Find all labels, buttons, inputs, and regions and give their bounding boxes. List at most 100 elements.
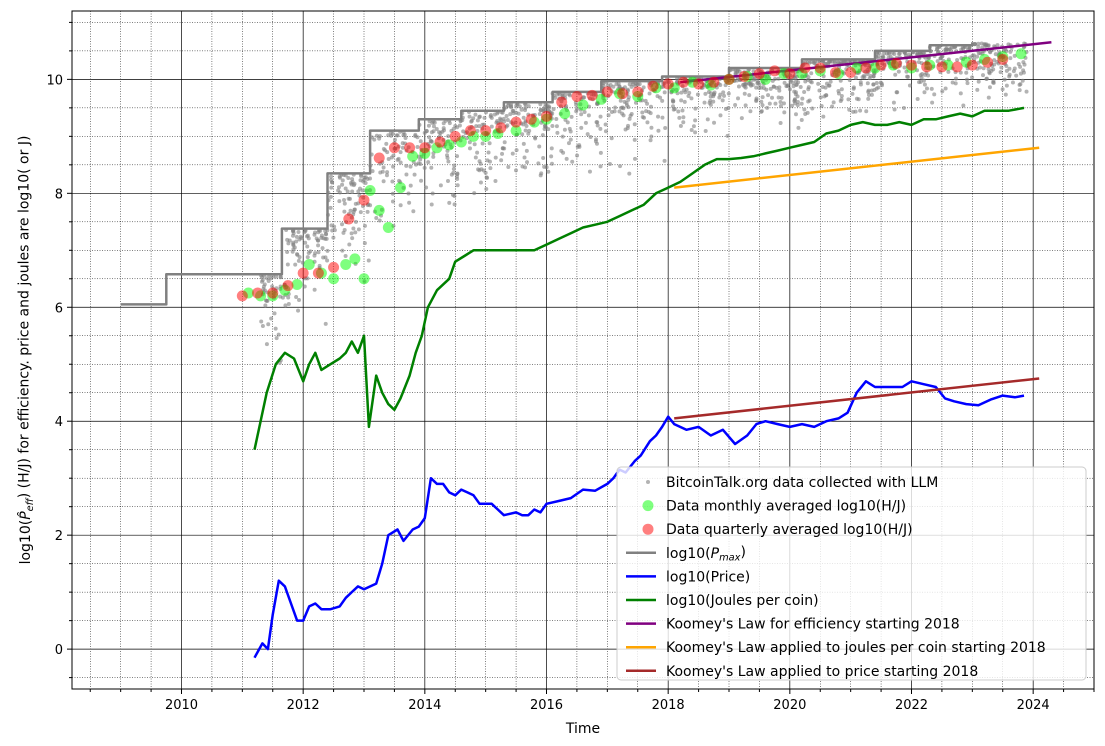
raw-data-dot xyxy=(274,336,279,341)
raw-data-dot xyxy=(365,209,370,214)
raw-data-dot xyxy=(625,126,630,131)
legend-label: Koomey's Law applied to joules per coin … xyxy=(666,640,1046,656)
raw-data-dot xyxy=(817,88,822,93)
raw-data-dot xyxy=(612,109,617,114)
raw-data-dot xyxy=(446,159,451,164)
raw-data-dot xyxy=(800,96,805,101)
raw-data-dot xyxy=(726,91,731,96)
raw-data-dot xyxy=(588,134,593,139)
raw-data-dot xyxy=(487,141,492,146)
raw-data-dot xyxy=(821,114,826,119)
raw-data-dot xyxy=(294,234,299,239)
raw-data-dot xyxy=(681,120,686,125)
raw-data-dot xyxy=(291,242,296,247)
raw-data-dot xyxy=(565,120,570,125)
raw-data-dot xyxy=(795,103,800,108)
raw-data-dot xyxy=(866,96,871,101)
raw-data-dot xyxy=(276,332,281,337)
raw-data-dot xyxy=(754,85,759,90)
raw-data-dot xyxy=(324,231,329,236)
raw-data-dot xyxy=(922,82,927,87)
raw-data-dot xyxy=(418,161,423,166)
raw-data-dot xyxy=(987,49,992,54)
raw-data-dot xyxy=(1018,71,1023,76)
raw-data-dot xyxy=(795,100,800,105)
raw-data-dot xyxy=(759,109,764,114)
raw-data-dot xyxy=(896,69,901,74)
raw-data-dot xyxy=(778,104,783,109)
raw-data-dot xyxy=(579,125,584,130)
raw-data-dot xyxy=(858,108,863,113)
raw-data-dot xyxy=(296,308,301,313)
raw-data-dot xyxy=(561,150,566,155)
raw-data-dot xyxy=(349,231,354,236)
raw-data-dot xyxy=(347,196,352,201)
raw-data-dot xyxy=(905,74,910,79)
raw-data-dot xyxy=(513,168,518,173)
raw-data-dot xyxy=(901,105,906,110)
raw-data-dot xyxy=(932,92,937,97)
raw-data-dot xyxy=(331,235,336,240)
raw-data-dot xyxy=(477,115,482,120)
raw-data-dot xyxy=(924,86,929,91)
raw-data-dot xyxy=(492,112,497,117)
raw-data-dot xyxy=(451,170,456,175)
raw-data-dot xyxy=(368,176,373,181)
data-quarterly-averaged-log10-h-j-point xyxy=(236,290,248,302)
series-layer xyxy=(120,41,1052,659)
x-tick-label: 2012 xyxy=(287,698,320,713)
raw-data-dot xyxy=(579,112,584,117)
raw-data-dot xyxy=(362,241,367,246)
raw-data-dot xyxy=(1008,49,1013,54)
raw-data-dot xyxy=(516,111,521,116)
raw-data-dot xyxy=(520,132,525,137)
raw-data-dot xyxy=(297,255,302,260)
raw-data-dot xyxy=(725,133,730,138)
raw-data-dot xyxy=(524,148,529,153)
raw-data-dot xyxy=(671,107,676,112)
data-quarterly-averaged-log10-h-j-point xyxy=(510,116,522,128)
raw-data-dot xyxy=(337,175,342,180)
data-quarterly-averaged-log10-h-j-point xyxy=(769,65,781,77)
raw-data-dot xyxy=(316,250,321,255)
raw-data-dot xyxy=(266,279,271,284)
raw-data-dot xyxy=(964,70,969,75)
raw-data-dot xyxy=(765,105,770,110)
raw-data-dot xyxy=(408,183,413,188)
data-quarterly-averaged-log10-h-j-point xyxy=(951,61,963,73)
raw-data-dot xyxy=(984,76,989,81)
raw-data-dot xyxy=(892,51,897,56)
raw-data-dot xyxy=(915,97,920,102)
raw-data-dot xyxy=(493,178,498,183)
raw-data-dot xyxy=(812,61,817,66)
raw-data-dot xyxy=(866,88,871,93)
raw-data-dot xyxy=(298,234,303,239)
raw-data-dot xyxy=(352,207,357,212)
data-quarterly-averaged-log10-h-j-point xyxy=(419,142,431,154)
raw-data-dot xyxy=(820,84,825,89)
data-monthly-averaged-log10-h-j-point xyxy=(577,99,589,111)
raw-data-dot xyxy=(858,80,863,85)
raw-data-dot xyxy=(781,101,786,106)
raw-data-dot xyxy=(283,303,288,308)
legend-label: log10(Joules per coin) xyxy=(666,593,819,609)
raw-data-dot xyxy=(793,112,798,117)
raw-data-dot xyxy=(272,311,277,316)
data-quarterly-averaged-log10-h-j-point xyxy=(434,136,446,148)
raw-data-dot xyxy=(943,86,948,91)
legend-box xyxy=(616,466,1087,681)
raw-data-dot xyxy=(585,132,590,137)
raw-data-dot xyxy=(1000,87,1005,92)
raw-data-dot xyxy=(627,116,632,121)
raw-data-dot xyxy=(336,188,341,193)
raw-data-dot xyxy=(824,93,829,98)
raw-data-dot xyxy=(474,124,479,129)
raw-data-dot xyxy=(269,316,274,321)
raw-data-dot xyxy=(340,178,345,183)
legend-label: Data quarterly averaged log10(H/J) xyxy=(666,522,913,538)
raw-data-dot xyxy=(378,170,383,175)
raw-data-dot xyxy=(846,97,851,102)
raw-data-dot xyxy=(976,79,981,84)
data-quarterly-averaged-log10-h-j-point xyxy=(541,110,552,122)
raw-data-dot xyxy=(611,84,616,89)
